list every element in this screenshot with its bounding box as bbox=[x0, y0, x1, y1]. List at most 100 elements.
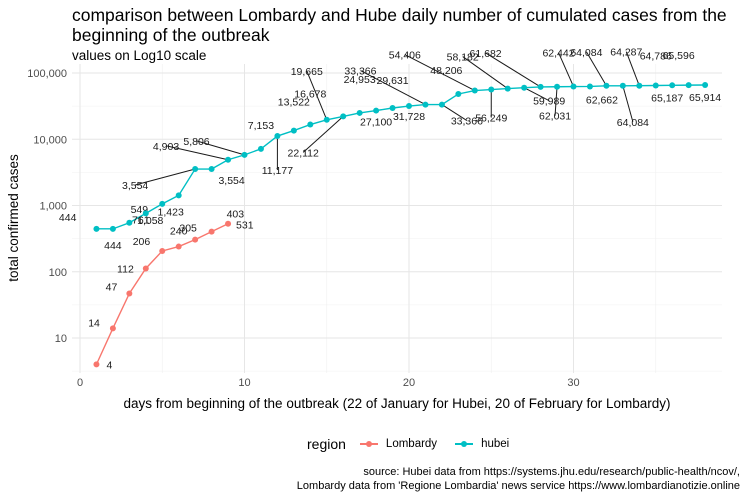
y-axis-title: total confirmed cases bbox=[6, 154, 21, 282]
hubei-label-leader bbox=[622, 85, 634, 122]
hubei-point bbox=[636, 82, 643, 89]
lombardy-data-label: 4 bbox=[106, 359, 112, 371]
hubei-data-label: 62,031 bbox=[539, 111, 571, 123]
hubei-label-leader bbox=[360, 70, 426, 106]
hubei-point bbox=[504, 85, 511, 92]
hubei-point bbox=[257, 145, 264, 152]
hubei-point bbox=[274, 133, 281, 140]
hubei-point bbox=[652, 82, 659, 89]
lombardy-data-label: 305 bbox=[179, 223, 197, 235]
lombardy-point bbox=[93, 361, 100, 368]
lombardy-data-label: 47 bbox=[106, 281, 118, 293]
y-tick-label: 10 bbox=[55, 333, 67, 345]
chart-subtitle: values on Log10 scale bbox=[72, 48, 207, 63]
hubei-point bbox=[554, 83, 561, 90]
hubei-point bbox=[570, 83, 577, 90]
hubei-label-leader bbox=[135, 168, 196, 186]
hubei-point bbox=[208, 166, 215, 173]
lombardy-point bbox=[192, 236, 199, 243]
lombardy-point bbox=[126, 290, 133, 297]
hubei-point bbox=[455, 90, 462, 97]
chart-title: comparison between Lombardy and Hube dai… bbox=[72, 5, 727, 45]
y-tick-label: 1,000 bbox=[39, 201, 67, 213]
source-caption: source: Hubei data from https://systems.… bbox=[297, 465, 740, 493]
x-tick-label: 10 bbox=[238, 377, 250, 389]
hubei-data-label: 65,914 bbox=[689, 92, 721, 104]
hubei-data-label: 24,953 bbox=[344, 74, 376, 86]
hubei-label-leader bbox=[558, 52, 574, 87]
hubei-data-label: 65,187 bbox=[651, 92, 683, 104]
hubei-data-label: 64,786 bbox=[640, 50, 672, 62]
hubei-point bbox=[225, 156, 232, 163]
hubei-point bbox=[159, 200, 166, 207]
hubei-point bbox=[521, 84, 528, 91]
hubei-point bbox=[619, 82, 626, 89]
hubei-data-label: 3,554 bbox=[218, 175, 244, 187]
hubei-data-label: 5,806 bbox=[183, 136, 209, 148]
hubei-data-label: 444 bbox=[104, 240, 122, 252]
hubei-label-leader bbox=[196, 140, 245, 156]
legend-title: region bbox=[307, 436, 346, 452]
hubei-point bbox=[356, 109, 363, 116]
y-tick-label: 10,000 bbox=[33, 134, 67, 146]
legend-item-lombardy: Lombardy bbox=[359, 438, 438, 450]
hubei-data-label: 59,989 bbox=[533, 96, 565, 108]
lombardy-point bbox=[175, 243, 182, 250]
hubei-point bbox=[471, 87, 478, 94]
x-tick-label: 20 bbox=[403, 377, 415, 389]
hubei-data-label: 62,662 bbox=[586, 94, 618, 106]
y-tick-label: 100 bbox=[49, 267, 67, 279]
legend-swatch-lombardy bbox=[359, 439, 378, 449]
hubei-point bbox=[422, 101, 429, 108]
lombardy-data-label: 206 bbox=[133, 236, 151, 248]
lombardy-point bbox=[208, 228, 215, 235]
legend-label-lombardy: Lombardy bbox=[385, 438, 438, 450]
hubei-label-leader bbox=[625, 51, 640, 86]
hubei-data-label: 27,100 bbox=[360, 117, 392, 129]
legend-label-hubei: hubei bbox=[481, 438, 510, 450]
legend-swatch-hubei bbox=[455, 439, 474, 449]
hubei-data-label: 58,182 bbox=[447, 52, 479, 64]
hubei-data-label: 31,728 bbox=[393, 111, 425, 123]
lombardy-data-label: 403 bbox=[227, 209, 245, 221]
hubei-point bbox=[126, 219, 133, 226]
legend-item-hubei: hubei bbox=[455, 438, 509, 450]
hubei-data-label: 1,423 bbox=[158, 206, 184, 218]
hubei-point bbox=[669, 82, 676, 89]
hubei-point bbox=[175, 192, 182, 199]
x-tick-label: 30 bbox=[567, 377, 579, 389]
hubei-label-leader bbox=[302, 116, 344, 153]
hubei-data-label: 13,522 bbox=[278, 97, 310, 109]
hubei-point bbox=[603, 82, 610, 89]
hubei-data-label: 64,084 bbox=[617, 117, 649, 129]
hubei-data-label: 64,287 bbox=[610, 47, 642, 59]
hubei-point bbox=[438, 101, 445, 108]
hubei-label-leader bbox=[165, 145, 229, 161]
y-tick-label: 100,000 bbox=[27, 68, 67, 80]
hubei-data-label: 64,084 bbox=[570, 47, 602, 59]
hubei-label-leader bbox=[523, 87, 550, 102]
hubei-data-label: 33,366 bbox=[451, 116, 483, 128]
source-caption-line2: Lombardy data from 'Regione Lombardia' n… bbox=[296, 480, 740, 492]
hubei-data-label: 1,058 bbox=[137, 215, 163, 227]
hubei-point bbox=[192, 166, 199, 173]
hubei-data-label: 29,631 bbox=[376, 75, 408, 87]
hubei-label-leader bbox=[404, 54, 476, 91]
hubei-point bbox=[373, 107, 380, 114]
hubei-data-label: 65,596 bbox=[663, 50, 695, 62]
hubei-data-label: 3,554 bbox=[122, 180, 148, 192]
source-caption-line1: source: Hubei data from https://systems.… bbox=[363, 466, 740, 478]
hubei-label-leader bbox=[441, 104, 468, 122]
hubei-point bbox=[537, 83, 544, 90]
lombardy-point bbox=[142, 265, 149, 272]
hubei-data-label: 16,678 bbox=[294, 89, 326, 101]
lombardy-data-label: 14 bbox=[88, 317, 100, 329]
hubei-data-label: 19,665 bbox=[291, 66, 323, 78]
lombardy-data-label: 240 bbox=[170, 226, 188, 238]
lombardy-data-label: 531 bbox=[236, 220, 254, 232]
hubei-data-label: 33,366 bbox=[344, 66, 376, 78]
hubei-label-leader bbox=[306, 70, 328, 120]
lombardy-point bbox=[109, 325, 116, 332]
hubei-data-label: 4,903 bbox=[153, 141, 179, 153]
